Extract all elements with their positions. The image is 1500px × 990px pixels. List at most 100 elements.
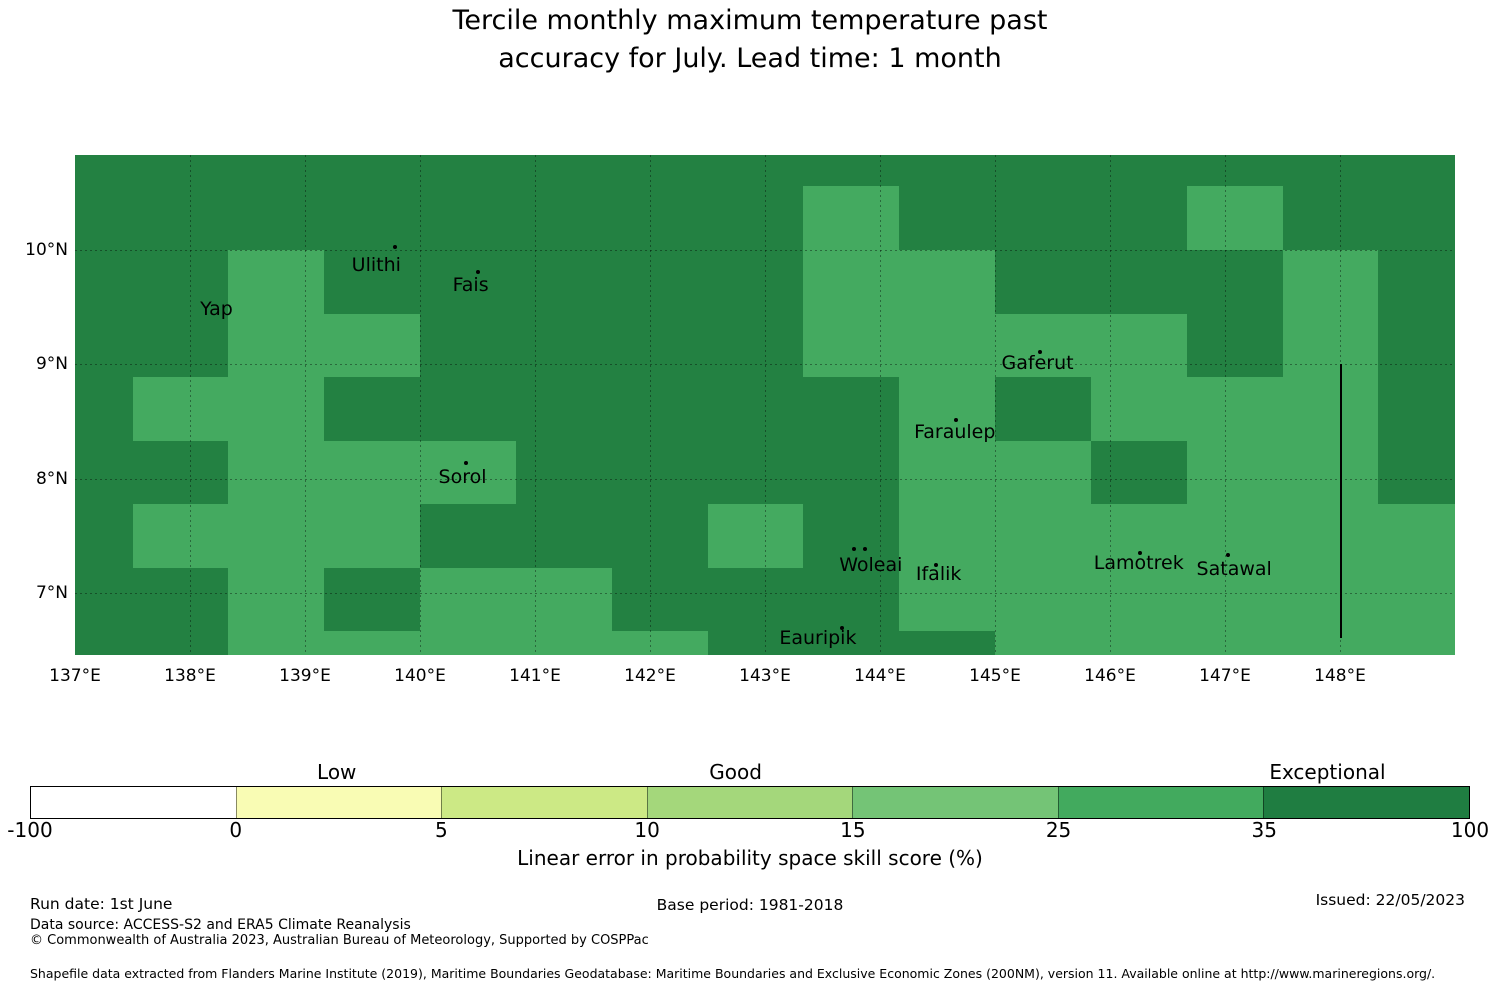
colorbar-segment <box>441 787 647 818</box>
colorbar-segment <box>235 787 442 818</box>
map-cell <box>1282 631 1379 655</box>
x-tick-label: 143°E <box>739 666 791 686</box>
map-cell <box>1282 186 1379 251</box>
island-label: Sorol <box>438 465 487 488</box>
map-cell <box>228 377 325 442</box>
colorbar-quality-label: Exceptional <box>1269 760 1386 784</box>
map-cell <box>228 249 325 315</box>
map-cell <box>995 186 1092 251</box>
island-marker-dot <box>934 562 939 567</box>
island-marker-dot <box>464 460 468 465</box>
meridian-gridline <box>880 155 881 655</box>
map-cell <box>324 567 421 632</box>
x-tick-label: 144°E <box>854 666 906 686</box>
map-cell <box>995 313 1092 378</box>
map-cell <box>75 186 133 251</box>
map-cell <box>803 249 900 315</box>
map-cell <box>515 567 613 632</box>
map-cell <box>995 440 1092 505</box>
y-tick-label: 9°N <box>35 354 68 375</box>
map-cell <box>803 440 900 505</box>
map-cell <box>75 313 133 378</box>
map-cell <box>1090 631 1188 655</box>
map-cell <box>1282 504 1379 569</box>
x-tick-label: 137°E <box>49 666 101 686</box>
map-cell <box>899 186 996 251</box>
map-cell <box>1186 186 1283 251</box>
map-cell <box>1282 377 1379 442</box>
map-cell <box>420 440 517 505</box>
map-cell <box>420 155 517 187</box>
map-cell <box>1186 249 1283 315</box>
map-cell <box>420 631 517 655</box>
map-cell <box>75 377 133 442</box>
island-label: Fais <box>452 274 489 297</box>
colorbar-segment <box>1263 787 1470 818</box>
map-cell <box>707 631 804 655</box>
map-cell <box>1090 313 1188 378</box>
map-cell <box>995 155 1092 187</box>
base-period-text: Base period: 1981-2018 <box>656 896 844 914</box>
parallel-gridline <box>75 593 1455 595</box>
island-label: Ulithi <box>351 253 401 276</box>
y-tick-label: 8°N <box>35 468 68 489</box>
map-cell <box>899 567 996 632</box>
map-cell <box>1090 249 1188 315</box>
map-cell <box>611 440 708 505</box>
map-cell <box>707 313 804 378</box>
map-cell <box>228 504 325 569</box>
run-date-text: Run date: 1st June <box>30 895 173 913</box>
map-cell <box>228 631 325 655</box>
island-marker-dot <box>392 244 397 249</box>
meridian-gridline <box>765 155 766 655</box>
x-tick-label: 148°E <box>1314 666 1366 686</box>
shapefile-credit-text: Shapefile data extracted from Flanders M… <box>30 966 1436 981</box>
map-cell <box>707 440 804 505</box>
colorbar-segment <box>1057 787 1264 818</box>
map-cell <box>707 377 804 442</box>
island-marker-dot <box>475 269 480 274</box>
island-label: Lamotrek <box>1093 552 1184 575</box>
island-marker-dot <box>840 625 845 630</box>
map-cell <box>899 249 996 315</box>
island-label: Woleai <box>839 553 903 576</box>
map-cell <box>75 155 133 187</box>
map-cell <box>515 313 613 378</box>
map-cell <box>324 377 421 442</box>
island-marker-dot <box>1137 551 1142 556</box>
map-cell <box>420 504 517 569</box>
map-cell <box>995 504 1092 569</box>
meridian-gridline <box>1110 155 1111 655</box>
map-cell <box>803 155 900 187</box>
island-marker-dot <box>1226 553 1231 558</box>
island-marker-dot <box>1037 349 1042 354</box>
map-cell <box>132 567 229 632</box>
map-cell <box>420 313 517 378</box>
meridian-gridline <box>650 155 651 655</box>
map-cell <box>1378 249 1455 315</box>
map-cell <box>1090 567 1188 632</box>
y-tick-label: 10°N <box>25 239 68 260</box>
map-cell <box>1090 186 1188 251</box>
map-cell <box>324 440 421 505</box>
map-cell <box>1186 377 1283 442</box>
map-cell <box>1378 567 1455 632</box>
map-cell <box>611 155 708 187</box>
island-label: Eauripik <box>779 626 857 649</box>
colorbar-tick-label: 10 <box>634 818 660 842</box>
map-cell <box>899 440 996 505</box>
title-line-1: Tercile monthly maximum temperature past <box>452 5 1048 36</box>
map-cell <box>515 249 613 315</box>
map-cell <box>611 377 708 442</box>
x-tick-label: 138°E <box>164 666 216 686</box>
map-cell <box>324 631 421 655</box>
map-cell <box>324 313 421 378</box>
meridian-gridline <box>190 155 191 655</box>
map-cell <box>1378 504 1455 569</box>
map-cell <box>1282 155 1379 187</box>
colorbar-tick-label: 100 <box>1450 818 1490 842</box>
map-cell <box>1282 313 1379 378</box>
map-cell <box>1378 377 1455 442</box>
x-tick-label: 146°E <box>1084 666 1136 686</box>
island-marker-dot <box>851 546 856 551</box>
